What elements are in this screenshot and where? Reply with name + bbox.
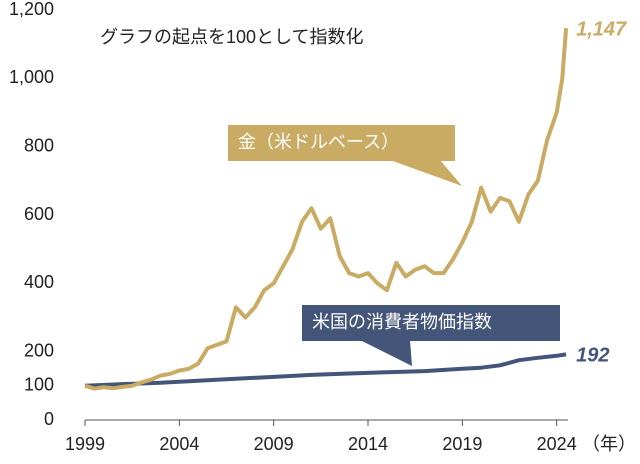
x-unit: （年） [582, 434, 636, 454]
callout-gold: 金（米ドルベース） [228, 125, 462, 186]
y-tick-label: 0 [44, 409, 54, 429]
value-label: 192 [576, 345, 609, 367]
y-tick-label: 200 [24, 340, 54, 360]
y-tick-label: 800 [24, 135, 54, 155]
chart-note: グラフの起点を100として指数化 [100, 27, 364, 47]
y-tick-label: 1,000 [9, 67, 54, 87]
x-tick-label: 1999 [65, 434, 105, 454]
y-tick-label: 600 [24, 204, 54, 224]
legend-label: 米国の消費者物価指数 [312, 312, 492, 332]
x-tick-label: 2014 [348, 434, 388, 454]
data-line [84, 27, 569, 391]
x-tick-label: 2019 [442, 434, 482, 454]
y-tick-label: 100 [24, 375, 54, 395]
value-label: 1,147 [576, 18, 627, 40]
y-tick-label: 1,200 [9, 0, 54, 19]
legend-label: 金（米ドルベース） [238, 132, 399, 152]
y-tick-label: 400 [24, 272, 54, 292]
x-tick-label: 2024 [537, 434, 577, 454]
x-tick-label: 2004 [159, 434, 199, 454]
x-tick-label: 2009 [254, 434, 294, 454]
data-line [84, 352, 567, 388]
callout-cpi: 米国の消費者物価指数 [302, 305, 560, 366]
